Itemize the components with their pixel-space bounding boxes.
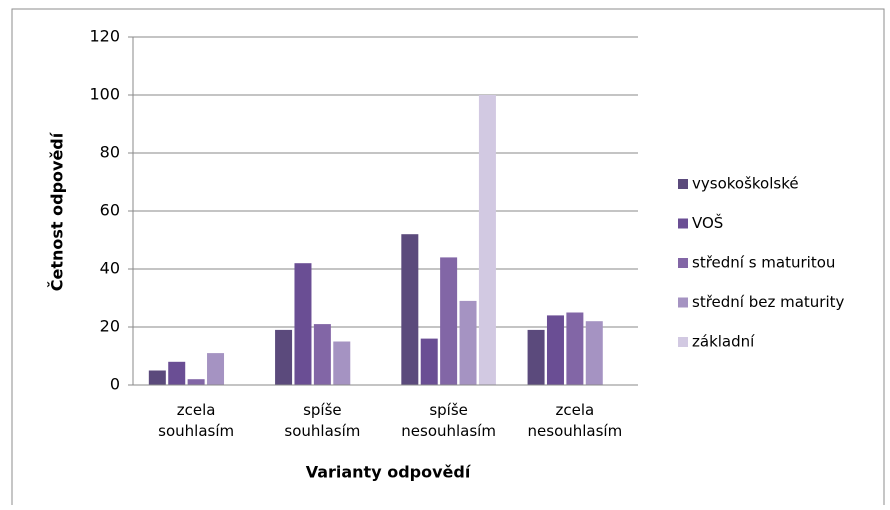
bar [168, 361, 186, 385]
x-tick-label-line: zcela [556, 401, 595, 419]
x-tick-label-line: spíše [429, 401, 468, 419]
bar [478, 95, 496, 385]
x-tick-label: zcela souhlasím [158, 401, 234, 440]
bar [187, 379, 205, 385]
y-tick-label: 120 [89, 27, 120, 46]
x-tick-label-line: nesouhlasím [401, 422, 496, 440]
y-tick-label: 20 [100, 317, 120, 336]
legend-swatch [678, 258, 688, 268]
x-tick-label-line: zcela [177, 401, 216, 419]
y-tick-label: 100 [89, 85, 120, 104]
x-tick-label-line: nesouhlasím [528, 422, 623, 440]
x-tick-label: zcela nesouhlasím [528, 401, 623, 440]
bar [546, 315, 564, 385]
bar [401, 234, 419, 385]
x-axis-title: Varianty odpovědí [306, 463, 472, 482]
x-tick-label-line: souhlasím [284, 422, 360, 440]
bar [294, 263, 312, 385]
bar [420, 338, 438, 385]
legend-label: VOŠ [692, 213, 723, 232]
legend-swatch [678, 179, 688, 189]
legend-label: střední s maturitou [692, 254, 835, 272]
bar [459, 300, 477, 385]
legend-swatch [678, 218, 688, 229]
x-tick-label-line: spíše [303, 401, 342, 419]
bar [440, 257, 458, 385]
legend-label: základní [692, 333, 755, 351]
y-tick-label: 60 [100, 201, 120, 220]
legend-swatch [678, 337, 688, 347]
y-tick-label: 80 [100, 143, 120, 162]
x-tick-label: spíše souhlasím [284, 401, 360, 440]
bar [148, 370, 166, 385]
chart-frame [11, 8, 885, 505]
legend-swatch [678, 297, 688, 308]
y-axis-title: Četnost odpovědí [48, 131, 67, 291]
bar [275, 329, 293, 385]
bar [333, 341, 351, 385]
bar [585, 321, 603, 385]
legend-label: vysokoškolské [692, 175, 799, 193]
bar [566, 312, 584, 385]
bar [207, 353, 225, 385]
legend-label: střední bez maturity [692, 293, 845, 311]
x-tick-label-line: souhlasím [158, 422, 234, 440]
y-tick-label: 40 [100, 259, 120, 278]
bar [313, 324, 331, 385]
y-tick-label: 0 [110, 375, 120, 394]
bar [527, 329, 545, 385]
x-tick-label: spíše nesouhlasím [401, 401, 496, 440]
